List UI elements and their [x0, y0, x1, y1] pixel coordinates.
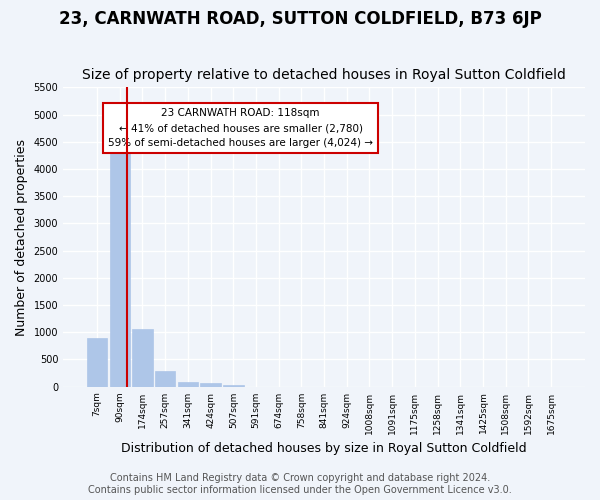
Y-axis label: Number of detached properties: Number of detached properties: [15, 138, 28, 336]
Title: Size of property relative to detached houses in Royal Sutton Coldfield: Size of property relative to detached ho…: [82, 68, 566, 82]
Bar: [110, 139, 130, 386]
Text: 23, CARNWATH ROAD, SUTTON COLDFIELD, B73 6JP: 23, CARNWATH ROAD, SUTTON COLDFIELD, B73…: [59, 10, 541, 28]
X-axis label: Distribution of detached houses by size in Royal Sutton Coldfield: Distribution of detached houses by size …: [121, 442, 527, 455]
Bar: [155, 371, 175, 386]
Bar: [132, 329, 153, 386]
Bar: [200, 384, 221, 386]
Text: Contains HM Land Registry data © Crown copyright and database right 2024.
Contai: Contains HM Land Registry data © Crown c…: [88, 474, 512, 495]
Text: 23 CARNWATH ROAD: 118sqm
← 41% of detached houses are smaller (2,780)
59% of sem: 23 CARNWATH ROAD: 118sqm ← 41% of detach…: [108, 108, 373, 148]
Bar: [178, 382, 198, 386]
Bar: [223, 385, 244, 386]
Bar: [87, 338, 107, 386]
